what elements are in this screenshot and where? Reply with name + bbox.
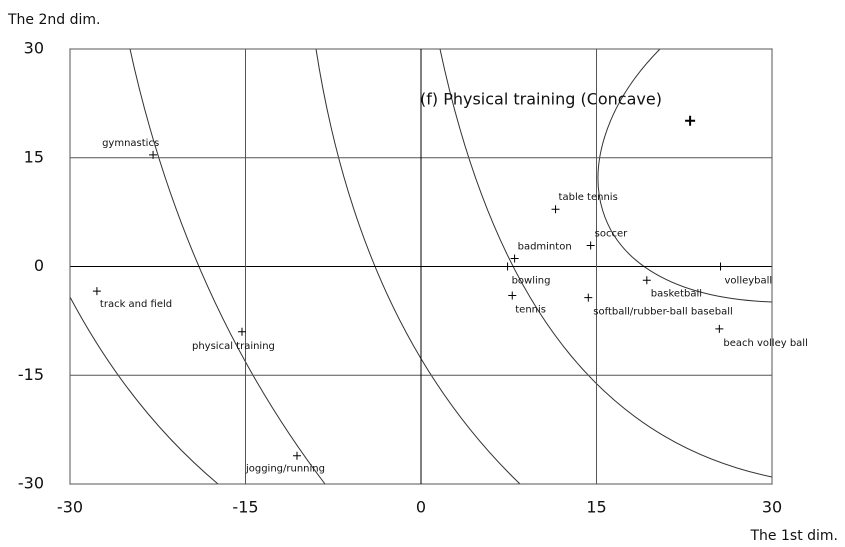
point-marker: [685, 115, 696, 126]
point-marker: [586, 241, 595, 250]
point-label: table tennis: [559, 192, 618, 203]
point-label: volleyball: [725, 276, 773, 287]
y-tick-label: 15: [24, 147, 44, 166]
point-marker: [510, 254, 519, 263]
y-axis-label: The 2nd dim.: [7, 12, 100, 28]
point-marker: [92, 287, 101, 296]
point-label: bowling: [512, 276, 551, 287]
point-marker: [503, 262, 512, 271]
y-tick-label: 30: [24, 39, 44, 58]
point-marker: [149, 150, 158, 159]
contour: [597, 48, 773, 303]
point-marker: [237, 327, 246, 336]
point-label: track and field: [100, 299, 172, 310]
point-label: gymnastics: [102, 138, 159, 149]
x-tick-label: 30: [762, 498, 782, 517]
y-tick-label: -15: [18, 365, 44, 384]
y-tick-label: -30: [18, 474, 44, 493]
point-label: tennis: [515, 305, 546, 316]
point-label: badminton: [518, 242, 572, 253]
point-marker: [716, 262, 725, 271]
point-marker: [551, 205, 560, 214]
point-label: physical training: [192, 341, 275, 352]
point-label: basketball: [651, 288, 702, 299]
point-marker: [292, 451, 301, 460]
point-label: soccer: [595, 228, 628, 239]
contour: [439, 48, 773, 478]
point-marker: [508, 291, 517, 300]
x-tick-label: 15: [586, 498, 606, 517]
point-marker: [584, 293, 593, 302]
point-label: beach volley ball: [723, 338, 808, 349]
y-tick-label: 0: [34, 256, 44, 275]
contour: [315, 48, 521, 485]
point-label: softball/rubber-ball baseball: [593, 307, 732, 318]
x-tick-label: -15: [232, 498, 258, 517]
point-marker: [715, 324, 724, 333]
x-axis-label: The 1st dim.: [750, 528, 839, 544]
point-marker: [642, 276, 651, 285]
x-tick-label: -30: [57, 498, 83, 517]
x-tick-label: 0: [416, 498, 426, 517]
point-label: jogging/running: [245, 464, 325, 475]
contour: [129, 48, 326, 485]
contour: [69, 296, 219, 485]
annotation-title: (f) Physical training (Concave): [420, 90, 662, 109]
